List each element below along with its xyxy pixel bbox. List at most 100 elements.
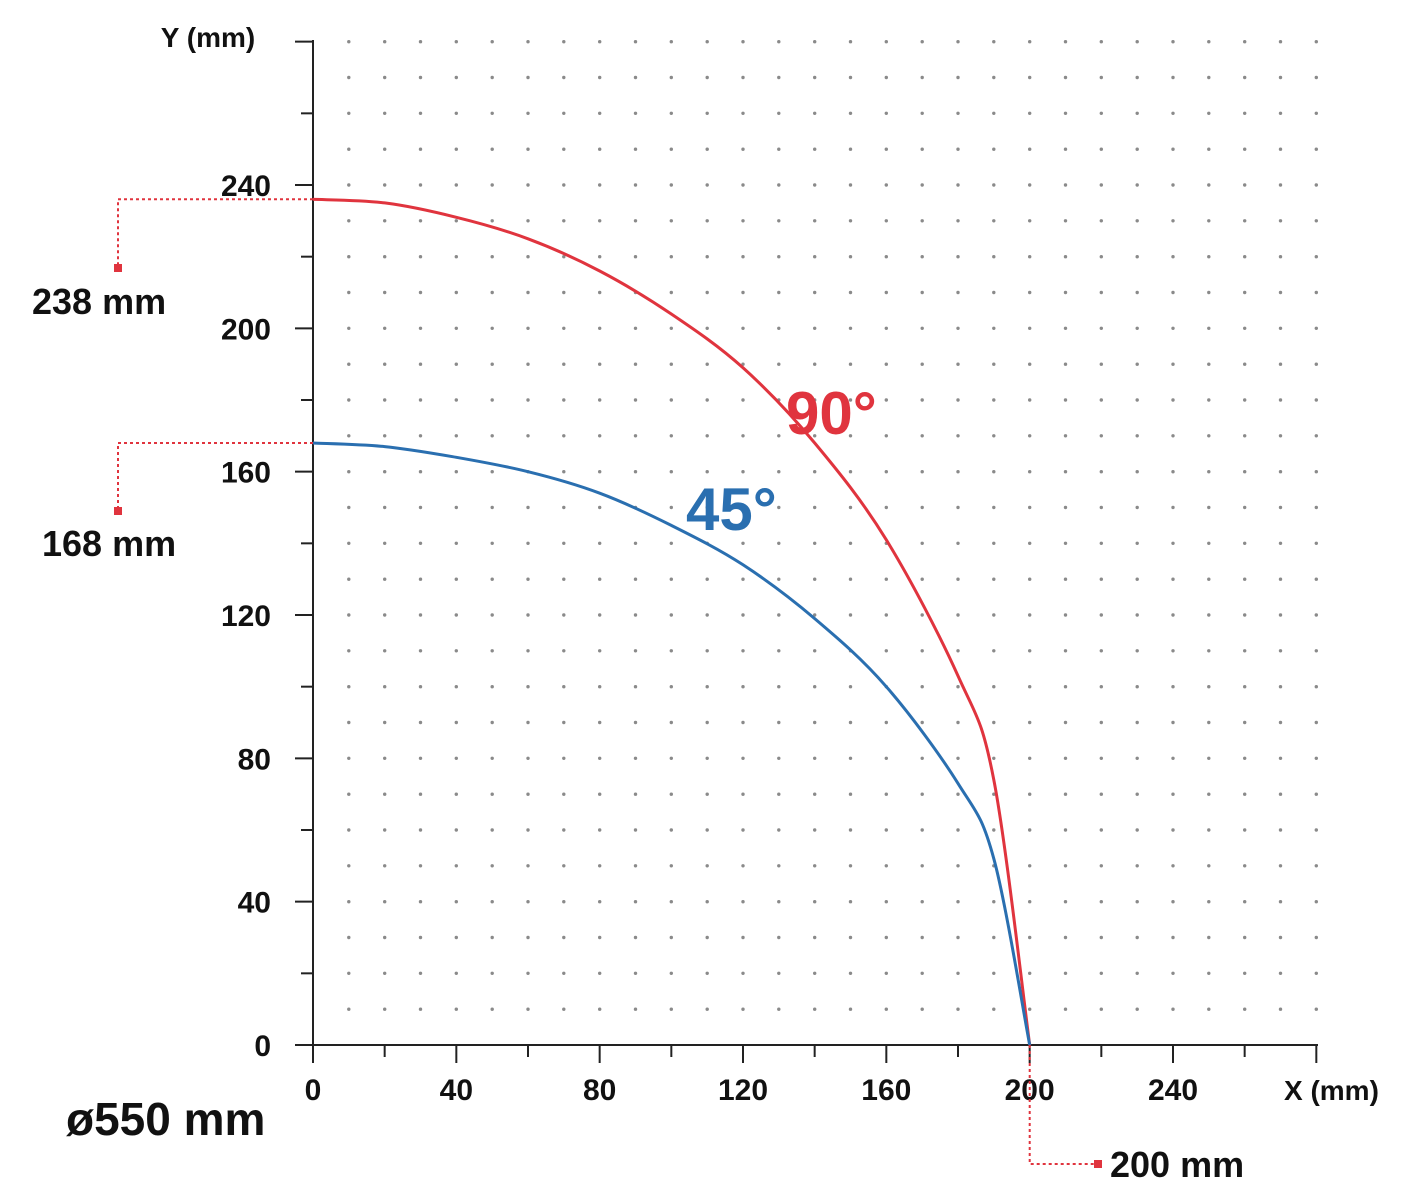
grid-dot <box>562 326 566 330</box>
grid-dot <box>633 326 638 330</box>
grid-dot <box>1099 792 1104 796</box>
grid-dot <box>526 792 530 796</box>
grid-dot <box>1099 864 1104 868</box>
grid-dot <box>705 470 709 474</box>
grid-dot <box>418 900 423 904</box>
grid-dot <box>526 649 530 653</box>
grid-dot <box>992 900 996 904</box>
grid-dot <box>418 577 423 581</box>
grid-dot <box>1028 541 1032 545</box>
grid-dot <box>490 613 494 617</box>
grid-dot <box>598 1007 602 1011</box>
grid-dot <box>813 362 817 366</box>
grid-dot <box>1135 720 1139 725</box>
grid-dot <box>705 1007 709 1011</box>
grid-dot <box>1028 434 1032 438</box>
grid-dot <box>956 613 960 617</box>
grid-dot <box>383 111 387 116</box>
grid-dot <box>956 75 960 80</box>
grid-dot <box>490 183 494 187</box>
grid-dot <box>490 470 494 474</box>
grid-dot <box>454 505 458 510</box>
grid-dot <box>598 935 602 940</box>
grid-dot <box>669 111 673 116</box>
grid-dot <box>669 577 673 581</box>
grid-dot <box>884 290 888 295</box>
grid-dot <box>992 1007 996 1011</box>
grid-dot <box>992 434 996 438</box>
grid-dot <box>633 756 638 760</box>
grid-dot <box>1099 75 1104 80</box>
grid-dot <box>490 577 494 581</box>
grid-dot <box>454 362 458 366</box>
grid-dot <box>562 434 566 438</box>
grid-dot <box>956 756 960 760</box>
grid-dot <box>920 362 924 366</box>
grid-dot <box>956 40 960 44</box>
grid-dot <box>347 541 351 545</box>
grid-dot <box>1028 75 1032 80</box>
grid-dot <box>813 971 817 975</box>
grid-dot <box>1243 40 1247 44</box>
grid-dot <box>1207 505 1211 510</box>
grid-dot <box>777 40 781 44</box>
grid-dot <box>920 828 924 832</box>
grid-dot <box>920 685 924 689</box>
grid-dot <box>383 541 387 545</box>
grid-dot <box>705 111 709 116</box>
grid-dot <box>884 147 888 151</box>
grid-dot <box>633 75 638 80</box>
grid-dot <box>1028 255 1032 259</box>
grid-dot <box>1243 720 1247 725</box>
grid-dot <box>1099 685 1104 689</box>
grid-dot <box>705 828 709 832</box>
grid-dot <box>848 470 853 474</box>
grid-dot <box>920 111 924 116</box>
grid-dot <box>1135 685 1139 689</box>
grid-dot <box>669 183 673 187</box>
grid-dot <box>669 756 673 760</box>
grid-dot <box>526 720 530 725</box>
x-axis-label: X (mm) <box>1284 1075 1379 1106</box>
grid-dot <box>347 685 351 689</box>
grid-dot <box>992 255 996 259</box>
grid-dot <box>777 147 781 151</box>
grid-dot <box>1135 111 1139 116</box>
grid-dot <box>777 470 781 474</box>
grid-dot <box>1135 864 1139 868</box>
grid-dot <box>383 40 387 44</box>
grid-dot <box>1207 40 1211 44</box>
grid-dot <box>1207 219 1211 223</box>
grid-dot <box>741 720 745 725</box>
annotation-marker <box>1094 1160 1102 1168</box>
grid-dot <box>1063 75 1068 80</box>
grid-dot <box>383 219 387 223</box>
grid-dot <box>562 720 566 725</box>
grid-dot <box>1028 147 1032 151</box>
grid-dot <box>1171 864 1175 868</box>
grid-dot <box>1063 900 1068 904</box>
grid-dot <box>741 111 745 116</box>
grid-dot <box>1278 434 1283 438</box>
grid-dot <box>1171 362 1175 366</box>
grid-dot <box>669 75 673 80</box>
grid-dot <box>562 864 566 868</box>
grid-dot <box>1243 255 1247 259</box>
grid-dot <box>1063 505 1068 510</box>
annotation-label-168: 168 mm <box>42 523 176 564</box>
grid-dot <box>490 75 494 80</box>
grid-dot <box>992 828 996 832</box>
grid-dot <box>848 685 853 689</box>
grid-dot <box>1171 326 1175 330</box>
grid-dot <box>992 756 996 760</box>
grid-dot <box>1243 756 1247 760</box>
grid-dot <box>383 470 387 474</box>
grid-dot <box>562 649 566 653</box>
grid-dot <box>526 756 530 760</box>
grid-dot <box>526 111 530 116</box>
grid-dot <box>418 147 423 151</box>
grid-dot <box>562 935 566 940</box>
grid-dot <box>848 577 853 581</box>
grid-dot <box>347 398 351 402</box>
grid-dot <box>848 147 853 151</box>
